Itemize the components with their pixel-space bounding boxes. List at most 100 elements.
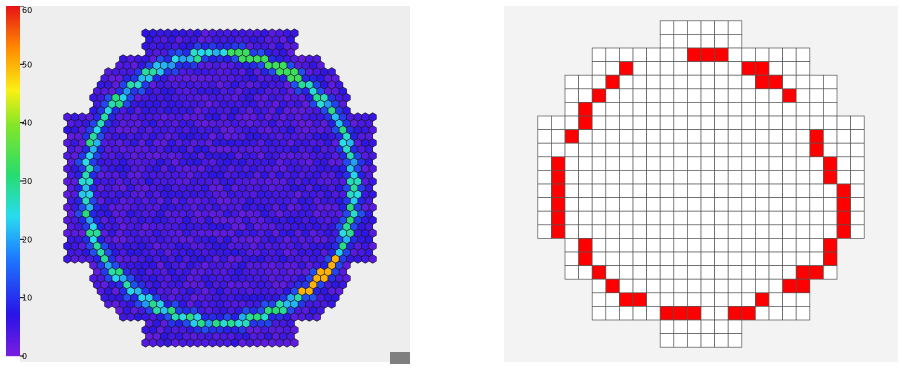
grid-cell <box>727 115 743 130</box>
grid-cell <box>659 238 675 253</box>
grid-cell <box>755 278 770 294</box>
grid-cell <box>591 183 607 198</box>
grid-cell <box>700 333 715 348</box>
grid-cell <box>714 88 729 103</box>
grid-cell <box>646 129 661 144</box>
grid-cell <box>850 142 865 158</box>
hex-cell <box>63 254 72 264</box>
grid-cell <box>687 129 702 144</box>
grid-cell-active <box>741 306 756 321</box>
grid-cell <box>836 115 851 130</box>
grid-cell <box>659 34 675 49</box>
grid-cell <box>782 170 797 185</box>
grid-cell <box>659 197 675 212</box>
grid-cell <box>727 170 743 185</box>
grid-cell <box>646 183 661 198</box>
grid-cell-active <box>551 210 566 226</box>
grid-cell <box>659 319 675 334</box>
grid-cell <box>605 183 620 198</box>
grid-cell <box>741 278 756 294</box>
grid-cell <box>768 251 783 266</box>
grid-cell <box>564 238 579 253</box>
grid-cell <box>700 129 715 144</box>
grid-cell <box>578 129 593 144</box>
hex-cell <box>119 312 128 322</box>
grid-cell <box>741 292 756 307</box>
grid-cell <box>605 170 620 185</box>
grid-cell <box>659 61 675 76</box>
grid-cell <box>714 292 729 307</box>
grid-cell <box>850 197 865 212</box>
grid-cell <box>741 238 756 253</box>
grid-cell <box>714 20 729 35</box>
grid-cell <box>632 74 647 90</box>
grid-cell <box>619 224 634 239</box>
grid-cell <box>632 197 647 212</box>
grid-cell <box>782 74 797 90</box>
grid-cell <box>795 129 811 144</box>
grid-cell <box>537 129 552 144</box>
grid-cell <box>768 224 783 239</box>
grid-cell-active <box>795 265 811 280</box>
grid-cell <box>591 292 607 307</box>
grid-cell <box>646 265 661 280</box>
grid-cell-active <box>591 88 607 103</box>
grid-cell <box>605 61 620 76</box>
grid-cell <box>700 170 715 185</box>
grid-cell-active <box>605 278 620 294</box>
grid-cell <box>768 306 783 321</box>
grid-cell-active <box>714 47 729 62</box>
grid-cell <box>564 115 579 130</box>
grid-cell <box>823 224 838 239</box>
grid-cell <box>687 34 702 49</box>
hex-cell <box>260 338 269 348</box>
grid-cell-active <box>564 129 579 144</box>
grid-cell <box>605 102 620 117</box>
grid-cell <box>795 170 811 185</box>
grid-cell <box>591 251 607 266</box>
grid-cell <box>632 47 647 62</box>
grid-cell <box>768 292 783 307</box>
grid-cell <box>714 61 729 76</box>
grid-cell <box>646 170 661 185</box>
colorbar-tick-label: 10 <box>22 294 32 303</box>
grid-cell <box>755 210 770 226</box>
grid-cell <box>768 142 783 158</box>
grid-cell <box>714 197 729 212</box>
grid-cell <box>782 306 797 321</box>
grid-cell <box>741 224 756 239</box>
grid-cell <box>659 142 675 158</box>
grid-cell <box>605 197 620 212</box>
grid-cell <box>755 224 770 239</box>
hex-cell <box>126 312 135 322</box>
grid-cell <box>741 115 756 130</box>
grid-cell-active <box>578 102 593 117</box>
grid-cell <box>673 251 688 266</box>
grid-cell <box>795 156 811 171</box>
grid-cell <box>632 115 647 130</box>
grid-cell <box>727 61 743 76</box>
grid-cell <box>578 210 593 226</box>
grid-cell <box>673 224 688 239</box>
grid-cell <box>564 156 579 171</box>
grid-cell <box>795 238 811 253</box>
grid-cell-active <box>591 265 607 280</box>
grid-cell <box>809 238 824 253</box>
grid-cell <box>714 306 729 321</box>
grid-cell <box>714 156 729 171</box>
grid-cell <box>795 197 811 212</box>
grid-cell <box>673 34 688 49</box>
grid-cell <box>632 183 647 198</box>
grid-cell <box>700 61 715 76</box>
hex-cell <box>163 338 172 348</box>
grid-cell-active <box>795 278 811 294</box>
grid-cell <box>700 197 715 212</box>
grid-cell <box>795 183 811 198</box>
grid-cell <box>564 210 579 226</box>
hex-cell <box>141 338 150 348</box>
grid-cell <box>551 115 566 130</box>
grid-cell <box>619 251 634 266</box>
grid-cell <box>782 224 797 239</box>
grid-cell <box>727 238 743 253</box>
grid-cell <box>714 142 729 158</box>
